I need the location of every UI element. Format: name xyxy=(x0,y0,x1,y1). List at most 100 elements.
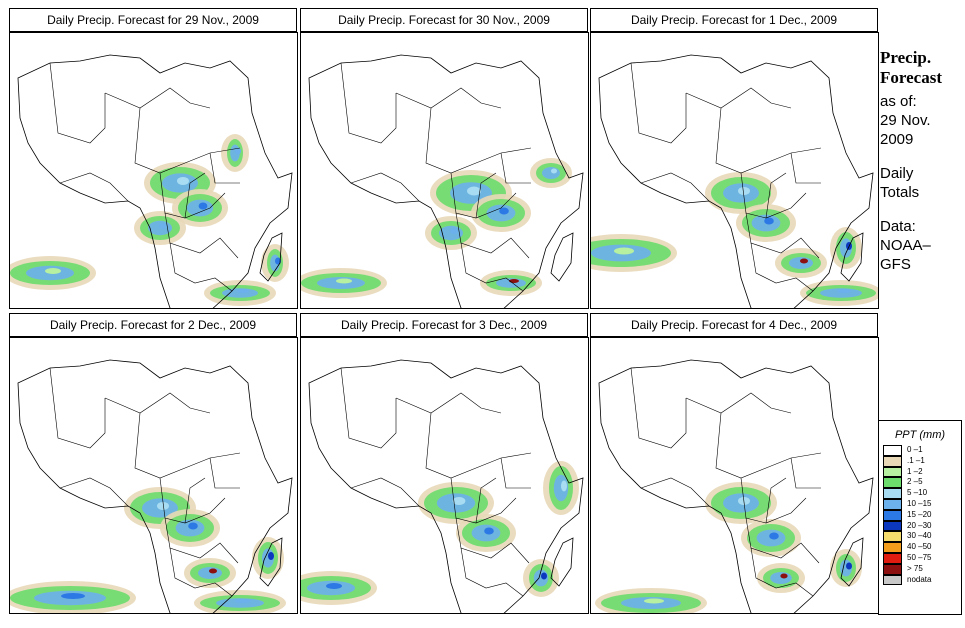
precip-core xyxy=(614,247,634,255)
legend-label: 0 –1 xyxy=(907,445,923,454)
legend-item: 30 –40 xyxy=(883,531,961,543)
country-border xyxy=(475,172,497,219)
country-border xyxy=(169,242,233,292)
legend-item: 2 –5 xyxy=(883,477,961,489)
coastline xyxy=(308,54,584,308)
precip-map xyxy=(590,337,879,614)
country-border xyxy=(685,87,792,109)
madagascar-outline xyxy=(840,232,864,282)
panel-title: Daily Precip. Forecast for 29 Nov., 2009 xyxy=(9,8,297,32)
precip-core xyxy=(159,223,167,229)
data-source-2: GFS xyxy=(880,256,911,273)
daily-label: Daily xyxy=(880,165,914,182)
madagascar-outline xyxy=(259,232,283,282)
precip-core xyxy=(484,527,494,535)
panel-title: Daily Precip. Forecast for 30 Nov., 2009 xyxy=(300,8,588,32)
precip-core xyxy=(780,573,788,579)
precip-core xyxy=(800,258,808,264)
precip-map xyxy=(590,32,879,309)
country-border xyxy=(350,172,420,202)
africa-map xyxy=(591,54,878,308)
precip-area xyxy=(198,567,222,579)
precip-core xyxy=(237,289,249,293)
legend-label: 15 –20 xyxy=(907,509,932,519)
legend-swatch xyxy=(883,466,902,478)
precip-core xyxy=(764,217,774,225)
legend-swatch xyxy=(883,563,902,575)
country-border xyxy=(715,412,822,479)
legend-item: 5 –10 xyxy=(883,488,961,499)
country-border xyxy=(455,212,530,259)
precip-area xyxy=(216,598,264,608)
africa-map xyxy=(10,359,293,613)
legend-swatch xyxy=(883,542,902,553)
country-border xyxy=(49,367,106,449)
country-border xyxy=(395,87,502,109)
legend-label: nodata xyxy=(907,574,932,584)
legend-swatch xyxy=(883,552,902,564)
precip-area xyxy=(820,288,862,298)
country-border xyxy=(715,107,822,174)
madagascar-outline xyxy=(840,537,864,587)
panel-title: Daily Precip. Forecast for 1 Dec., 2009 xyxy=(590,8,878,32)
precip-core xyxy=(177,177,189,185)
country-border xyxy=(425,412,532,479)
coastline xyxy=(598,359,874,613)
precip-core xyxy=(268,552,274,560)
country-border xyxy=(209,457,240,489)
country-border xyxy=(169,547,233,597)
precip-core xyxy=(551,168,557,174)
legend-label: 20 –30 xyxy=(907,520,932,530)
ppt-legend: PPT (mm) 0 –1.1 –1 1 –2 2 –5 5 –10 10 –15 15 … xyxy=(878,420,962,615)
country-border xyxy=(745,517,820,564)
forecast-panel-5: Daily Precip. Forecast for 3 Dec., 2009 xyxy=(300,313,589,614)
madagascar-outline xyxy=(550,537,574,587)
legend-label: 5 –10 xyxy=(907,488,928,498)
legend-swatch xyxy=(883,445,902,456)
as-of-label: as of: xyxy=(880,93,917,110)
precip-core xyxy=(188,522,198,530)
forecast-panel-6: Daily Precip. Forecast for 4 Dec., 2009 xyxy=(590,313,879,614)
legend-item: nodata xyxy=(883,574,961,586)
precip-map xyxy=(9,32,298,309)
precip-core xyxy=(509,279,519,283)
legend-label: 10 –15 xyxy=(907,498,932,508)
precip-area xyxy=(542,167,560,179)
as-of-date: 29 Nov. xyxy=(880,112,931,129)
precip-core xyxy=(235,599,251,603)
country-border xyxy=(765,477,787,524)
precip-core xyxy=(450,228,458,234)
coastline xyxy=(17,54,293,308)
legend-item: 15 –20 xyxy=(883,509,961,521)
africa-map xyxy=(301,54,584,308)
precip-area xyxy=(770,572,792,584)
country-border xyxy=(790,152,821,184)
legend-swatch xyxy=(883,509,902,521)
africa-map xyxy=(301,359,584,613)
africa-map xyxy=(10,54,293,308)
precip-core xyxy=(336,278,352,284)
madagascar-outline xyxy=(259,537,283,587)
legend-item: 10 –15 xyxy=(883,498,961,510)
country-border xyxy=(425,107,532,174)
country-border xyxy=(460,547,524,597)
legend-label: .1 –1 xyxy=(907,455,925,465)
forecast-info: Precip. Forecast as of: 29 Nov. 2009 Dai… xyxy=(880,48,962,274)
legend-swatch xyxy=(883,574,902,586)
legend-swatch xyxy=(883,531,902,543)
coastline xyxy=(308,359,584,613)
heading-line-1: Precip. xyxy=(880,48,932,67)
legend-label: 40 –50 xyxy=(907,542,932,552)
data-source-1: NOAA– xyxy=(880,237,931,254)
as-of-year: 2009 xyxy=(880,131,914,148)
country-border xyxy=(49,62,106,144)
legend-item: 0 –1 xyxy=(883,445,961,456)
precip-core xyxy=(45,268,61,274)
precip-core xyxy=(738,187,750,195)
country-border xyxy=(164,212,239,259)
forecast-panel-4: Daily Precip. Forecast for 2 Dec., 2009 xyxy=(9,313,298,614)
precip-core xyxy=(541,572,547,580)
africa-map xyxy=(595,359,874,613)
country-border xyxy=(460,242,524,292)
legend-swatch xyxy=(883,488,902,499)
